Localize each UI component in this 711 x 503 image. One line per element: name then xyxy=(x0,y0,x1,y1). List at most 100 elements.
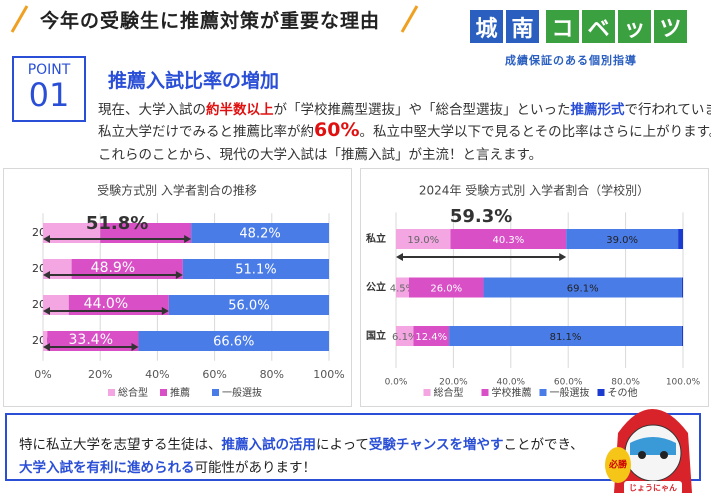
bar-segment xyxy=(681,277,683,298)
text-run: 現在、大学入試の xyxy=(98,102,206,118)
legend-label: 総合型 xyxy=(118,386,148,399)
point-label: POINT xyxy=(27,62,71,78)
text-run: 私立大学だけでみると推薦比率が約 xyxy=(98,124,314,140)
x-tick-label: 40% xyxy=(145,368,169,381)
annotation-label: 44.0% xyxy=(84,296,128,312)
x-tick-label: 60% xyxy=(202,368,226,381)
value-label: 66.6% xyxy=(213,335,254,350)
mascot-pattern xyxy=(630,437,676,455)
value-label: 6.1% xyxy=(392,332,417,343)
paragraph: 私立大学だけでみると推薦比率が約60%。私立中堅大学以下で見るとその比率はさらに… xyxy=(98,119,711,141)
chart-title: 受験方式別 入学者割合の推移 xyxy=(97,183,257,198)
value-label: 69.1% xyxy=(567,284,599,295)
bar-segment xyxy=(396,229,451,249)
text-run: 60% xyxy=(314,119,360,141)
header-title: 今年の受験生に推薦対策が重要な理由 xyxy=(40,10,381,32)
logo-char: 南 xyxy=(506,10,539,43)
legend-label: その他 xyxy=(608,386,638,399)
text-run: 可能性があります！ xyxy=(194,460,317,476)
bar-segment xyxy=(449,326,682,346)
category-label: 国立 xyxy=(366,329,386,342)
value-label: 56.0% xyxy=(228,299,269,314)
text-run: で行われています。 xyxy=(624,102,711,118)
legend-label: 推薦 xyxy=(170,386,190,399)
x-tick-label: 0% xyxy=(34,368,51,381)
x-tick-label: 80.0% xyxy=(611,378,640,388)
value-label: 40.3% xyxy=(492,235,524,246)
bar-segment xyxy=(678,229,683,249)
annotation-label: 48.9% xyxy=(91,260,135,276)
legend-label: 一般選抜 xyxy=(550,386,590,399)
bar-segment xyxy=(396,277,409,298)
deco-slash xyxy=(10,5,29,33)
category-label: 私立 xyxy=(365,232,386,245)
bar-segment xyxy=(413,326,450,346)
text-run: 特に私立大学を志望する生徒は、 xyxy=(19,437,222,453)
text-run: が「学校推薦型選抜」や「総合型選抜」といった xyxy=(273,102,571,118)
logo-tagline: 成績保証のある個別指導 xyxy=(505,54,637,67)
annotation-label: 33.4% xyxy=(69,332,113,348)
bar-segment xyxy=(566,229,679,249)
value-label: 4.5% xyxy=(390,284,415,295)
bar-segment xyxy=(43,331,48,351)
legend-swatch xyxy=(597,389,605,396)
text-run: 約半数以上 xyxy=(206,102,274,118)
logo-char: ベ xyxy=(582,10,615,43)
legend-swatch xyxy=(160,389,167,396)
text-run: 推薦形式 xyxy=(570,102,625,118)
mascot-badge xyxy=(605,447,631,483)
mascot-badge-text: 必勝 xyxy=(608,459,628,471)
legend-swatch xyxy=(108,389,115,396)
value-label: 39.0% xyxy=(606,235,638,246)
bar-segment xyxy=(182,259,329,279)
text-run: ことができ、 xyxy=(503,437,584,453)
point-box: POINT 01 xyxy=(12,56,86,122)
point-number: 01 xyxy=(28,76,70,114)
paragraph: これらのことから、現代の大学入試は「推薦入試」が主流！と言えます。 xyxy=(98,143,542,163)
x-tick-label: 20% xyxy=(88,368,112,381)
section-title: 推薦入試比率の増加 xyxy=(108,70,280,92)
x-tick-label: 40.0% xyxy=(497,378,526,388)
text-run: によって xyxy=(316,437,369,453)
text-run: 。私立中堅大学以下で見るとその比率はさらに上がります。 xyxy=(359,124,711,140)
bar-segment xyxy=(450,229,567,249)
chart-panel: 受験方式別 入学者割合の推移0%20%40%60%80%100%202448.2… xyxy=(3,168,352,407)
bar-segment xyxy=(168,295,329,315)
x-tick-label: 20.0% xyxy=(439,378,468,388)
logo-char: コ xyxy=(546,10,579,43)
callout-line: 特に私立大学を志望する生徒は、推薦入試の活用によって受験チャンスを増やすことがで… xyxy=(19,433,584,453)
bar-segment xyxy=(408,277,484,298)
x-tick-label: 0.0% xyxy=(385,378,408,388)
logo-char: 城 xyxy=(470,10,503,43)
value-label: 26.0% xyxy=(430,284,462,295)
mascot-eye xyxy=(660,451,668,459)
category-label: 公立 xyxy=(366,281,386,294)
callout-box: 特に私立大学を志望する生徒は、推薦入試の活用によって受験チャンスを増やすことがで… xyxy=(5,413,701,481)
annotation-label: 59.3% xyxy=(450,206,512,227)
bar-segment xyxy=(483,277,682,298)
legend-swatch xyxy=(539,389,547,396)
chart-panel: 2024年 受験方式別 入学者割合（学校別） 0.0% 20.0% 40.0% 60.0… xyxy=(360,168,709,407)
deco-slash xyxy=(400,5,419,33)
paragraph: 現在、大学入試の約半数以上が「学校推薦型選抜」や「総合型選抜」といった推薦形式で… xyxy=(98,98,711,118)
mascot-name: じょうにゃん xyxy=(629,484,677,493)
chart-title: 2024年 受験方式別 入学者割合（学校別） xyxy=(419,183,649,198)
legend-label: 一般選抜 xyxy=(222,386,262,399)
text-run: 推薦入試の活用 xyxy=(221,437,317,453)
callout-line: 大学入試を有利に進められる可能性があります！ xyxy=(19,456,316,476)
value-label: 51.1% xyxy=(235,263,276,278)
value-label: 12.4% xyxy=(415,332,447,343)
logo-char: ツ xyxy=(654,10,687,43)
x-tick-label: 100% xyxy=(313,368,344,381)
bar-segment xyxy=(138,331,329,351)
bar-segment xyxy=(191,223,329,243)
text-run: 大学入試を有利に進められる xyxy=(19,460,195,476)
x-tick-label: 100.0% xyxy=(666,378,701,388)
x-tick-label: 80% xyxy=(260,368,284,381)
bar-segment xyxy=(681,326,683,346)
logo-char: ッ xyxy=(618,10,651,43)
value-label: 19.0% xyxy=(407,235,439,246)
legend-label: 総合型 xyxy=(434,386,464,399)
text-run: 受験チャンスを増やす xyxy=(368,437,504,453)
